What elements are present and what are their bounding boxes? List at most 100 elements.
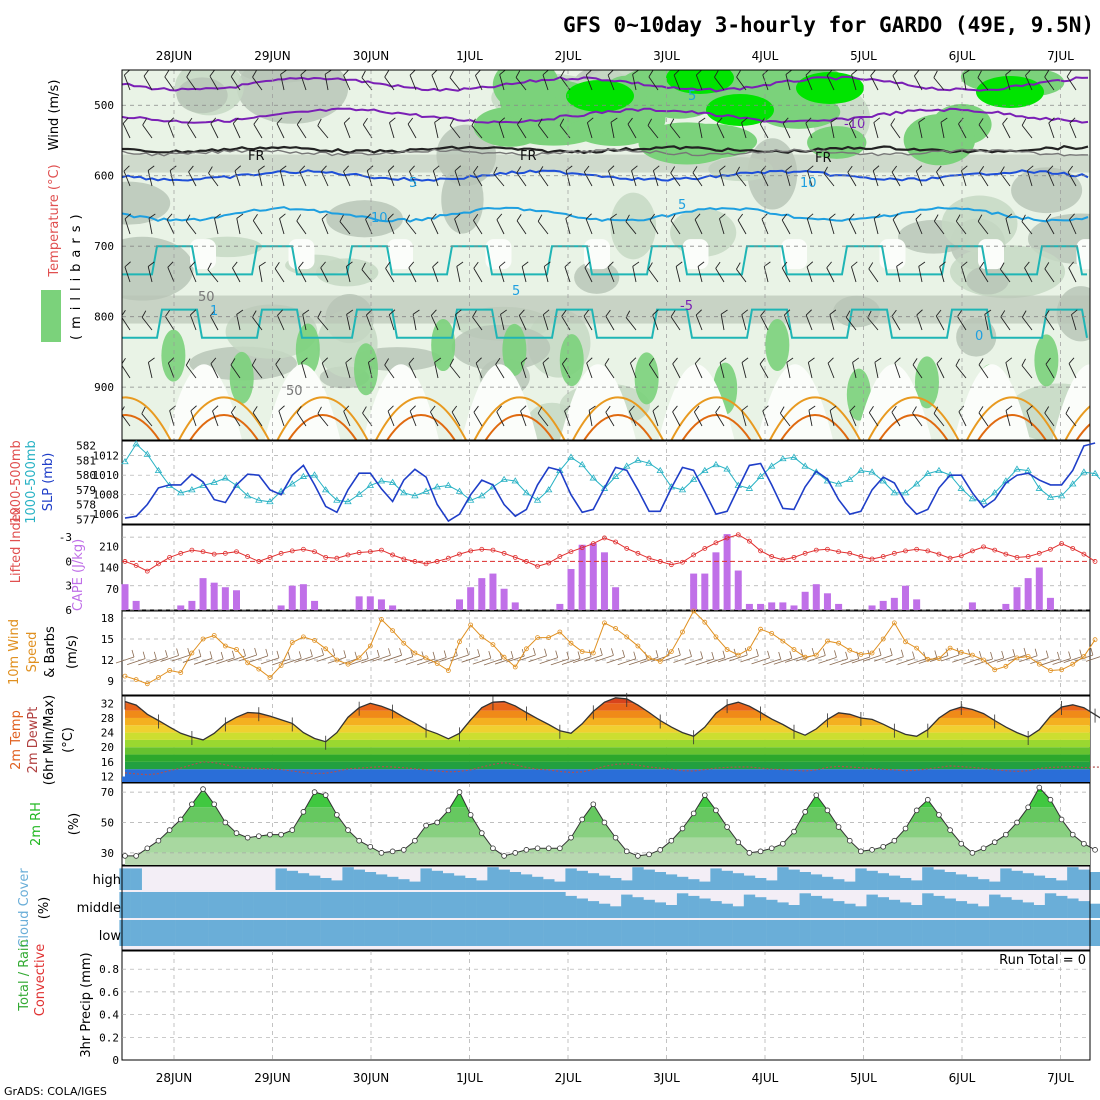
wind-barb [143,70,153,91]
cloud-high-bar [955,874,968,890]
wind-speed-point [412,650,418,656]
barb-flag [936,165,942,173]
wind-barb [475,357,483,379]
wind-barb [251,358,263,379]
barb-flag [936,357,943,364]
barb-staff [345,266,351,283]
barb-flag [979,261,985,269]
date-label-bottom: 4JUL [752,1071,779,1085]
wind-speed-point [245,660,251,666]
cloud-low-bar [1022,920,1034,946]
cloud-high-bar [130,868,142,890]
cloud-middle-bar [353,892,365,918]
barb-flag [584,261,591,268]
li-point [1092,559,1098,564]
barb-flag [719,165,726,171]
cloud-middle-bar [810,895,823,918]
wind-barb [607,261,615,283]
rh-patch-bright [796,72,864,104]
wind-barb [431,70,439,91]
barb-staff [874,362,879,379]
barb-flag [829,213,836,219]
wind-barb [1024,261,1033,283]
rh-point [936,812,942,818]
wind-barb [808,405,816,427]
li-point [891,550,897,556]
barb-flag [321,213,328,220]
cloud-low-bar [1044,920,1057,946]
cloud-low-bar [676,920,689,946]
rh-point [523,847,530,853]
cape-bar [299,584,307,610]
cloud-high-bar [754,878,767,890]
cloud-low-bar [888,920,901,946]
cape-bar [210,582,218,610]
barb-flag [167,117,175,124]
surface-wind-barb [717,648,737,663]
wind-barb [430,405,439,427]
wind-speed-point [1070,661,1076,667]
barb-flag [698,117,706,123]
wind-speed-point [312,638,317,643]
barb-staff [1000,172,1011,187]
cape-bar [478,578,486,610]
barb-staff [449,77,461,91]
date-label-bottom: 30JUN [353,1071,390,1085]
thickness-point [132,440,140,447]
thickness-point [857,466,865,474]
barb-staff [719,170,725,187]
barb-staff [212,410,219,427]
barb-staff [912,364,923,379]
temperature-contour-warm [768,396,862,440]
wind-speed-point [613,626,618,631]
rh-point [601,819,608,826]
barb-flag [516,214,522,221]
barb-flag [542,70,549,76]
barb-staff [361,77,373,91]
temp-band [125,710,1090,718]
wind-barb [537,214,549,235]
barb-staff [384,76,395,91]
cloud-high-bar [442,873,455,890]
barb-staff [647,125,659,139]
barb-staff [537,413,549,427]
barb-flag [696,70,703,76]
temperature-contour-warm [276,396,369,440]
barb-flag [1021,214,1026,222]
wind-speed-point [512,664,518,670]
wind-speed-point [1025,654,1031,659]
barb-flag [759,357,766,365]
barb-staff [473,268,483,283]
temp-band [125,747,1090,755]
barb-staff [805,123,813,139]
barb-staff [455,314,461,331]
cloud-low-bar [743,920,756,946]
cloud-low-bar [710,920,722,946]
barb-staff [759,363,769,379]
wind-barb [449,118,461,139]
li-point [791,554,797,560]
barb-staff [977,221,989,235]
cape-bar [121,584,129,610]
surface-wind-barb [573,649,592,664]
barb-flag [122,358,126,365]
wind-barb [874,357,882,379]
wind-barb [276,117,285,139]
rh-patch-green-low [1034,334,1059,387]
rh-point [980,845,987,852]
rh-point [824,807,831,814]
wind-barb [296,118,307,139]
barb-staff [141,317,153,331]
rh-point [701,792,708,798]
cloud-middle-bar [721,903,733,918]
barb-flag [299,165,306,172]
li-point [167,554,173,560]
cape-bar [467,587,475,610]
barb-flag [516,166,522,174]
wind-barb [785,165,793,187]
barb-flag [957,309,963,317]
cloud-low-bar [855,920,867,946]
li-point [858,554,864,559]
barb-staff [1069,219,1077,235]
wind-barb [647,118,659,139]
